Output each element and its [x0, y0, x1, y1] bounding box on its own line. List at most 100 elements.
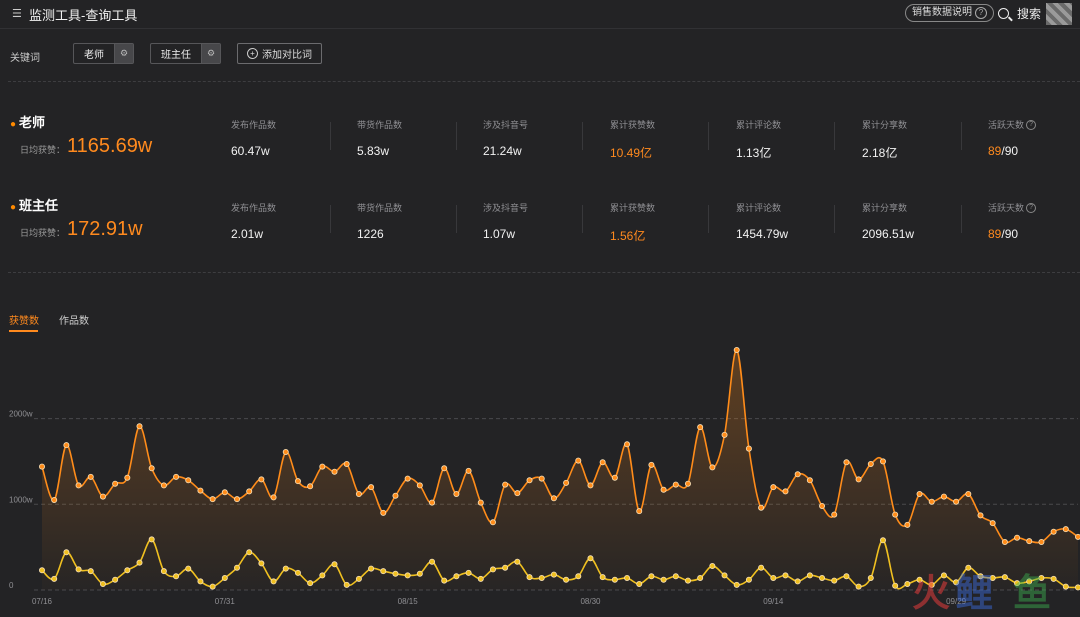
separator	[582, 205, 583, 233]
data-point	[855, 583, 862, 590]
question-icon[interactable]: ?	[1026, 202, 1037, 213]
gear-icon[interactable]: ⚙	[201, 44, 220, 63]
top-bar: ☰ 监测工具-查询工具 销售数据说明 ? 搜索	[0, 0, 1080, 29]
sales-data-help-button[interactable]: 销售数据说明 ?	[905, 4, 994, 22]
data-point	[563, 576, 570, 583]
data-point	[709, 464, 716, 471]
tab-likes[interactable]: 获赞数	[9, 316, 39, 327]
data-point	[160, 482, 167, 489]
data-point	[197, 487, 204, 494]
data-point	[1062, 526, 1069, 533]
data-point	[270, 578, 277, 585]
data-point	[745, 445, 752, 452]
question-icon[interactable]: ?	[1026, 119, 1037, 130]
data-point	[538, 574, 545, 581]
data-point	[453, 490, 460, 497]
active-tab-indicator	[9, 330, 38, 332]
data-point	[355, 490, 362, 497]
stat-label: 发布作品数	[231, 203, 277, 213]
data-point	[1001, 574, 1008, 581]
stat-label: 活跃天数?	[988, 118, 1080, 131]
data-point	[867, 461, 874, 468]
data-point	[355, 575, 362, 582]
data-point	[1075, 584, 1080, 591]
separator	[961, 205, 962, 233]
data-point	[624, 441, 631, 448]
stat-value: 2.18亿	[862, 146, 898, 160]
menu-icon[interactable]: ☰	[12, 8, 22, 20]
data-point	[270, 494, 277, 501]
gear-icon[interactable]: ⚙	[114, 44, 133, 63]
data-point	[343, 581, 350, 588]
data-point	[526, 574, 533, 581]
stat-likes: 累计获赞数 10.49亿	[610, 118, 710, 161]
data-point	[429, 558, 436, 565]
data-point	[819, 574, 826, 581]
stat-value: 2096.51w	[862, 227, 915, 241]
stat-label: 发布作品数	[231, 120, 277, 130]
data-point	[831, 577, 838, 584]
data-point	[989, 574, 996, 581]
search-label: 搜索	[1017, 7, 1042, 21]
data-point	[258, 560, 265, 567]
separator	[582, 122, 583, 150]
data-point	[51, 575, 58, 582]
data-point	[368, 565, 375, 572]
keyword-chip-2[interactable]: 班主任 ⚙	[150, 43, 221, 64]
x-tick-label: 09/14	[763, 597, 784, 606]
stat-shares: 累计分享数 2.18亿	[862, 118, 962, 161]
search-button[interactable]: 搜索	[998, 5, 1041, 22]
data-point	[1062, 583, 1069, 590]
watermark-char: 鱼	[1013, 571, 1052, 615]
separator	[456, 122, 457, 150]
add-compare-keyword-button[interactable]: + 添加对比词	[237, 43, 322, 64]
data-point	[368, 484, 375, 491]
y-tick-label: 2000w	[9, 410, 33, 419]
data-point	[953, 579, 960, 586]
data-point	[940, 572, 947, 579]
data-point	[928, 498, 935, 505]
data-point	[51, 496, 58, 503]
tab-works[interactable]: 作品数	[59, 316, 89, 327]
daily-likes-label: 日均获赞：	[20, 145, 66, 155]
stat-active-days: 活跃天数? 89/90	[988, 118, 1080, 158]
data-point	[453, 573, 460, 580]
stat-label: 涉及抖音号	[483, 203, 529, 213]
avatar[interactable]	[1046, 3, 1072, 25]
data-point	[1026, 538, 1033, 545]
series-area	[42, 349, 1078, 590]
data-point	[489, 566, 496, 573]
data-point	[502, 481, 509, 488]
keyword-chip-1[interactable]: 老师 ⚙	[73, 43, 134, 64]
data-point	[124, 567, 131, 574]
data-point	[87, 473, 94, 480]
keyword-chip-label: 班主任	[161, 50, 191, 61]
stat-label: 带货作品数	[357, 120, 403, 130]
data-point	[148, 465, 155, 472]
stat-label: 带货作品数	[357, 203, 403, 213]
page-title: 监测工具-查询工具	[29, 8, 138, 23]
data-point	[892, 511, 899, 518]
data-point	[697, 424, 704, 431]
keyword-name-text: 班主任	[19, 198, 59, 213]
data-point	[916, 576, 923, 583]
data-point	[282, 449, 289, 456]
data-point	[636, 508, 643, 515]
data-point	[794, 471, 801, 478]
data-point	[843, 459, 850, 466]
data-point	[1014, 534, 1021, 541]
data-point	[904, 521, 911, 528]
data-point	[99, 580, 106, 587]
data-point	[953, 498, 960, 505]
data-point	[1038, 574, 1045, 581]
data-point	[489, 519, 496, 526]
data-point	[465, 467, 472, 474]
data-point	[1075, 533, 1080, 540]
data-point	[221, 574, 228, 581]
data-point	[758, 564, 765, 571]
data-point	[721, 431, 728, 438]
stat-label-text: 活跃天数	[988, 120, 1025, 130]
keywords-label: 关键词	[10, 53, 40, 64]
data-point	[770, 484, 777, 491]
data-point	[380, 509, 387, 516]
